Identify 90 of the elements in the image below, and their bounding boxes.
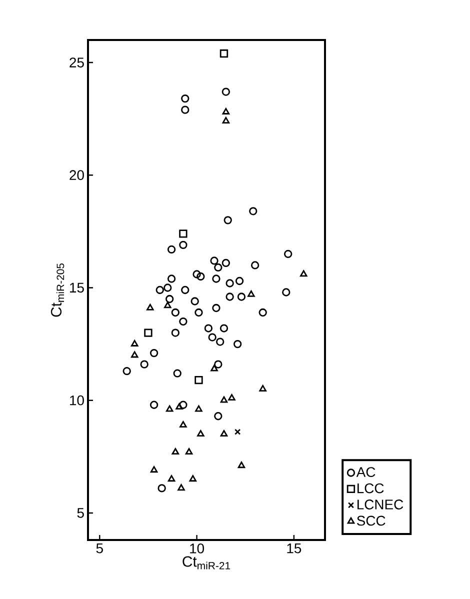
y-tick-label: 15	[70, 282, 84, 293]
point	[185, 448, 193, 455]
point	[212, 304, 220, 312]
point	[220, 430, 228, 437]
point	[284, 250, 292, 258]
point	[181, 106, 190, 114]
point	[210, 256, 218, 265]
point	[179, 240, 188, 250]
point	[178, 484, 185, 491]
point	[222, 258, 230, 268]
point	[158, 484, 166, 492]
point	[171, 328, 180, 337]
point	[228, 394, 236, 400]
point	[189, 475, 197, 482]
point	[234, 428, 241, 435]
point	[249, 207, 258, 216]
point	[180, 421, 187, 428]
point	[197, 430, 204, 437]
point	[146, 304, 154, 310]
point	[144, 328, 152, 337]
point	[226, 292, 234, 301]
point	[173, 369, 182, 378]
point	[194, 376, 203, 384]
point	[166, 405, 174, 412]
point	[300, 270, 308, 277]
point	[172, 448, 180, 455]
point	[222, 116, 230, 124]
point	[150, 348, 158, 358]
point	[259, 385, 266, 392]
point	[164, 284, 172, 292]
point	[179, 230, 188, 238]
point	[192, 270, 201, 278]
point	[214, 360, 222, 368]
point	[140, 360, 148, 368]
legend-label: SCC	[357, 516, 386, 526]
point	[220, 396, 228, 403]
legend-label: AC	[356, 467, 376, 478]
point	[190, 297, 199, 306]
point	[171, 308, 180, 317]
point	[168, 475, 176, 482]
point	[237, 292, 246, 301]
point	[216, 338, 224, 346]
point	[179, 317, 188, 326]
point	[238, 462, 246, 468]
y-tick-label: 10	[70, 395, 84, 406]
point	[156, 286, 164, 294]
point	[150, 400, 158, 409]
point	[214, 263, 222, 272]
point	[226, 279, 234, 288]
y-tick-label: 5	[77, 508, 84, 518]
point	[181, 94, 190, 103]
point	[166, 294, 174, 304]
point	[181, 286, 190, 294]
point	[130, 340, 138, 346]
point	[204, 324, 213, 332]
x-tick-label: 10	[190, 544, 204, 554]
x-tick-label: 5	[96, 544, 103, 554]
point	[248, 290, 255, 297]
point	[222, 108, 230, 114]
y-axis-title: Ct$_{miR-205}$	[50, 263, 64, 317]
x-axis-title: Ct$_{miR-21}$	[182, 556, 230, 570]
point	[167, 245, 176, 254]
point	[212, 274, 220, 283]
legend-label: LCC	[358, 483, 384, 494]
point	[130, 351, 138, 358]
legend-label: LCNEC	[358, 500, 404, 510]
point	[194, 308, 203, 317]
point	[234, 340, 242, 348]
point	[195, 405, 202, 412]
point	[220, 324, 228, 332]
y-tick-label: 25	[70, 58, 84, 68]
point	[150, 466, 158, 473]
point	[208, 333, 216, 342]
point	[214, 412, 222, 420]
point	[220, 49, 228, 58]
point	[176, 403, 183, 410]
point	[179, 400, 188, 409]
point	[164, 302, 172, 308]
point	[210, 364, 218, 372]
point	[250, 261, 260, 270]
point	[196, 272, 205, 281]
point	[224, 216, 232, 224]
y-tick-label: 20	[70, 170, 84, 180]
point	[122, 366, 131, 376]
point	[282, 288, 290, 296]
point	[222, 88, 230, 96]
x-tick-label: 15	[287, 544, 302, 554]
point	[235, 276, 244, 286]
point	[258, 308, 267, 317]
point	[167, 274, 176, 283]
